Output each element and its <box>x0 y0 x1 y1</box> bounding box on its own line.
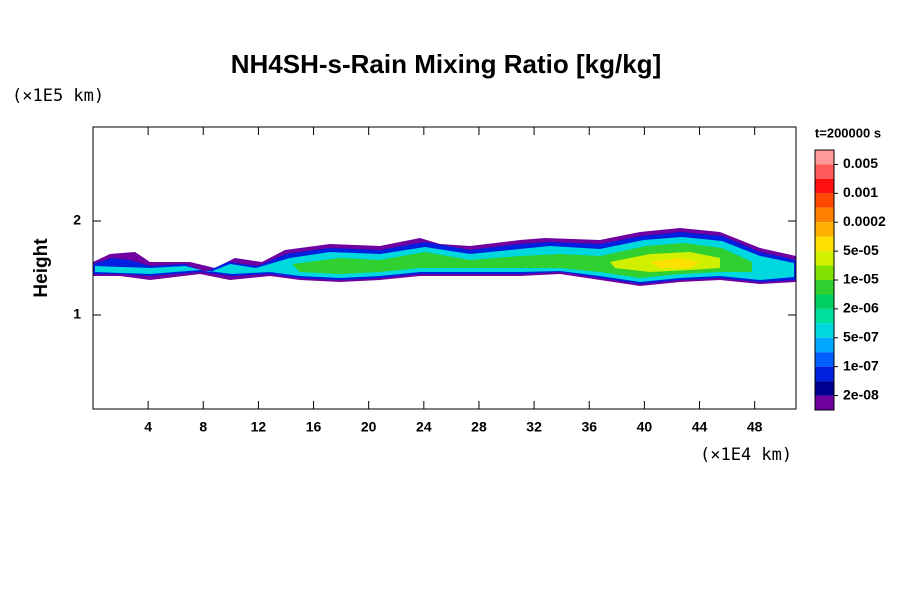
x-tick-label: 40 <box>637 419 653 435</box>
colorbar-cell <box>815 308 834 324</box>
colorbar-cell <box>815 381 834 396</box>
colorbar-cell <box>815 395 834 410</box>
colorbar-cell <box>815 236 834 252</box>
colorbar-cell <box>815 150 834 165</box>
y-tick-label: 1 <box>73 306 81 322</box>
x-unit: (×1E4 km) <box>700 445 792 465</box>
x-tick-label: 48 <box>747 419 763 435</box>
colorbar-cell <box>815 251 834 266</box>
colorbar-cell <box>815 366 834 382</box>
x-tick-label: 12 <box>251 419 267 435</box>
cloud-field <box>93 228 796 286</box>
colorbar-cell <box>815 265 834 280</box>
colorbar-cell <box>815 337 834 353</box>
colorbar-label: 5e-05 <box>843 242 879 258</box>
colorbar-cell <box>815 222 834 237</box>
y-tick-label: 2 <box>73 212 81 228</box>
x-tick-label: 24 <box>416 419 432 435</box>
colorbar-cell <box>815 193 834 208</box>
chart-title: NH4SH-s-Rain Mixing Ratio [kg/kg] <box>231 49 661 79</box>
colorbar-label: 1e-05 <box>843 271 879 287</box>
x-tick-label: 20 <box>361 419 377 435</box>
colorbar-cell <box>815 323 834 338</box>
x-tick-label: 16 <box>306 419 322 435</box>
plot-frame <box>92 126 797 410</box>
colorbar-label: 2e-06 <box>843 300 879 316</box>
y-unit: (×1E5 km) <box>12 86 104 106</box>
colorbar-cell <box>815 352 834 367</box>
colorbar-cell <box>815 280 834 295</box>
colorbar-cell <box>815 178 834 194</box>
x-tick-label: 36 <box>581 419 597 435</box>
x-tick-label: 4 <box>144 419 152 435</box>
colorbar-cell <box>815 294 834 309</box>
x-tick-label: 28 <box>471 419 487 435</box>
time-label: t=200000 s <box>815 125 881 140</box>
colorbar-cell <box>815 207 834 223</box>
colorbar-cell <box>815 164 834 179</box>
colorbar-label: 0.005 <box>843 155 878 171</box>
colorbar-label: 1e-07 <box>843 357 879 373</box>
y-axis-label: Height <box>31 238 52 298</box>
colorbar-label: 5e-07 <box>843 328 879 344</box>
colorbar-label: 0.001 <box>843 184 878 200</box>
x-tick-label: 8 <box>199 419 207 435</box>
colorbar-label: 2e-08 <box>843 386 879 402</box>
colorbar-label: 0.0002 <box>843 213 886 229</box>
x-tick-label: 32 <box>526 419 542 435</box>
x-tick-label: 44 <box>692 419 708 435</box>
